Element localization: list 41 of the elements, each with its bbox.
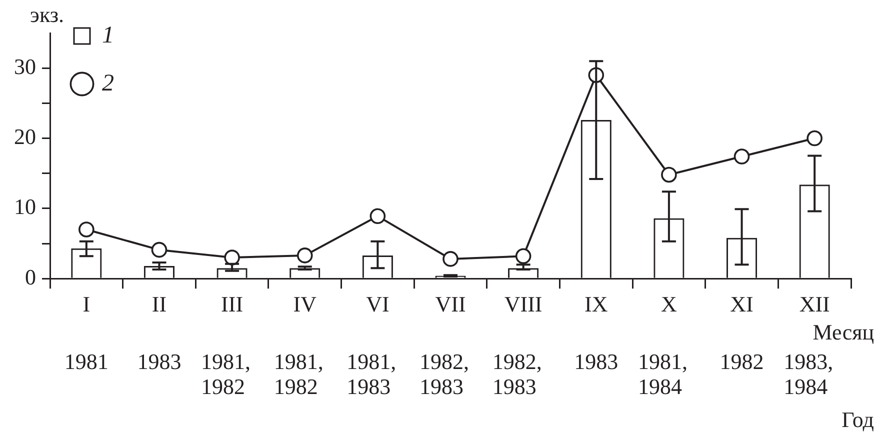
point <box>370 208 386 224</box>
y-axis-title: экз. <box>30 2 64 27</box>
y-tick-label: 30 <box>14 54 36 79</box>
text: 1982, 1983 <box>420 348 470 399</box>
text: 1983 <box>137 348 182 374</box>
x-tick-label: XI <box>730 292 754 317</box>
text: Год <box>842 406 874 433</box>
point <box>515 248 532 264</box>
text: 1983, 1984 <box>784 348 834 399</box>
point <box>151 242 168 258</box>
text: 1982, 1983 <box>492 348 543 399</box>
x-tick-label: III <box>221 292 244 317</box>
text: 1983 <box>574 348 618 374</box>
y-tick-label: 0 <box>25 264 36 290</box>
x-tick-label: VII <box>435 292 466 317</box>
x-tick-label: VIII <box>504 292 542 317</box>
x-tick-label: I <box>82 292 90 317</box>
x-tick-label: IX <box>584 292 608 317</box>
point <box>806 130 822 146</box>
point <box>296 248 313 264</box>
x-tick-label: II <box>152 292 167 317</box>
text: 1981, 1982 <box>274 348 324 399</box>
text: 1982 <box>720 348 764 374</box>
text: 1981, 1982 <box>201 348 252 399</box>
x-axis-title: Месяц <box>812 319 874 344</box>
point <box>224 250 240 266</box>
text: 1981 <box>64 348 108 374</box>
legend-label: 1 <box>102 22 114 48</box>
legend-label: 2 <box>102 70 114 96</box>
text: 1981, 1983 <box>346 348 398 399</box>
x-tick-label: VI <box>366 292 390 317</box>
x-tick-label: IV <box>293 292 317 317</box>
point <box>78 222 94 238</box>
point <box>734 148 750 164</box>
text: 1981, 1984 <box>638 348 688 399</box>
y-tick-label: 20 <box>14 124 36 150</box>
y-tick-label: 10 <box>14 194 36 220</box>
point <box>661 166 677 183</box>
point <box>442 251 458 267</box>
x-tick-label: X <box>661 292 678 317</box>
x-tick-label: XII <box>799 292 830 317</box>
